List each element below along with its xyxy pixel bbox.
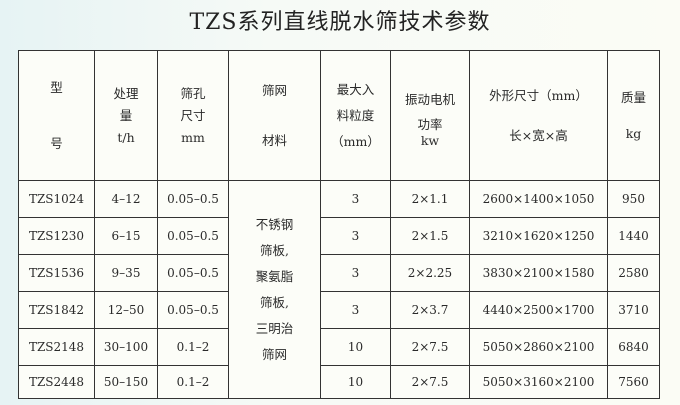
header-row: 型号 处理量 t/h 筛孔 尺寸 mm 筛网 材料 最大入 料粒度 （mm） 振动电机 功率 k… xyxy=(18,50,660,181)
table-row: TZS1024 4–12 0.05–0.5 不锈钢 筛板, 聚氨脂 筛板, 三明治 筛网… xyxy=(18,180,660,399)
weight-cell: 3710 xyxy=(607,291,660,329)
weight-cell: 6840 xyxy=(607,328,660,366)
header-model: 型号 xyxy=(18,50,95,181)
weight-cell: 1440 xyxy=(607,217,660,255)
header-motor-power: 振动电机 功率 kw xyxy=(390,50,470,181)
capacity-cell: 6–15 xyxy=(94,217,158,255)
weight-cell: 7560 xyxy=(607,365,660,399)
dimensions-cell: 3210×1620×1250 xyxy=(469,217,608,255)
feed-cell: 10 xyxy=(320,365,391,399)
header-capacity: 处理量 t/h xyxy=(94,50,158,181)
dimensions-cell: 5050×3160×2100 xyxy=(469,365,608,399)
capacity-cell: 4–12 xyxy=(94,180,158,218)
aperture-cell: 0.05–0.5 xyxy=(157,291,229,329)
model-cell: TZS2148 xyxy=(18,328,95,366)
power-cell: 2×1.5 xyxy=(390,217,470,255)
header-feed-size: 最大入 料粒度 （mm） xyxy=(320,50,391,181)
dimensions-cell: 3830×2100×1580 xyxy=(469,254,608,292)
table-row: TZS1842 12–50 0.05–0.5 3 2×3.7 4440×2500… xyxy=(18,291,660,329)
header-material: 筛网 材料 xyxy=(228,50,321,181)
feed-cell: 3 xyxy=(320,217,391,255)
model-cell: TZS1842 xyxy=(18,291,95,329)
power-cell: 2×7.5 xyxy=(390,365,470,399)
header-weight: 质量 kg xyxy=(607,50,660,181)
aperture-cell: 0.05–0.5 xyxy=(157,217,229,255)
model-cell: TZS2448 xyxy=(18,365,95,399)
dimensions-cell: 2600×1400×1050 xyxy=(469,180,608,218)
dimensions-cell: 4440×2500×1700 xyxy=(469,291,608,329)
table-row: TZS2448 50–150 0.1–2 10 2×7.5 5050×3160×… xyxy=(18,365,660,399)
dimensions-cell: 5050×2860×2100 xyxy=(469,328,608,366)
spec-table: 型号 处理量 t/h 筛孔 尺寸 mm 筛网 材料 最大入 料粒度 （mm） 振动电机 功率 k… xyxy=(18,50,660,399)
power-cell: 2×2.25 xyxy=(390,254,470,292)
power-cell: 2×3.7 xyxy=(390,291,470,329)
feed-cell: 3 xyxy=(320,291,391,329)
material-cell: 不锈钢 筛板, 聚氨脂 筛板, 三明治 筛网 xyxy=(228,180,321,399)
aperture-cell: 0.1–2 xyxy=(157,328,229,366)
aperture-cell: 0.1–2 xyxy=(157,365,229,399)
aperture-cell: 0.05–0.5 xyxy=(157,254,229,292)
table-row: TZS2148 30–100 0.1–2 10 2×7.5 5050×2860×… xyxy=(18,328,660,366)
model-cell: TZS1230 xyxy=(18,217,95,255)
capacity-cell: 30–100 xyxy=(94,328,158,366)
table-row: TZS1230 6–15 0.05–0.5 3 2×1.5 3210×1620×… xyxy=(18,217,660,255)
header-aperture: 筛孔 尺寸 mm xyxy=(157,50,229,181)
capacity-cell: 12–50 xyxy=(94,291,158,329)
model-cell: TZS1536 xyxy=(18,254,95,292)
power-cell: 2×7.5 xyxy=(390,328,470,366)
capacity-cell: 50–150 xyxy=(94,365,158,399)
weight-cell: 950 xyxy=(607,180,660,218)
feed-cell: 3 xyxy=(320,254,391,292)
capacity-cell: 9–35 xyxy=(94,254,158,292)
power-cell: 2×1.1 xyxy=(390,180,470,218)
weight-cell: 2580 xyxy=(607,254,660,292)
feed-cell: 3 xyxy=(320,180,391,218)
model-cell: TZS1024 xyxy=(18,180,95,218)
aperture-cell: 0.05–0.5 xyxy=(157,180,229,218)
document-title: TZS系列直线脱水筛技术参数 xyxy=(189,10,491,35)
feed-cell: 10 xyxy=(320,328,391,366)
table-row: TZS1536 9–35 0.05–0.5 3 2×2.25 3830×2100… xyxy=(18,254,660,292)
header-dimensions: 外形尺寸（mm） 长×宽×高 xyxy=(469,50,608,181)
